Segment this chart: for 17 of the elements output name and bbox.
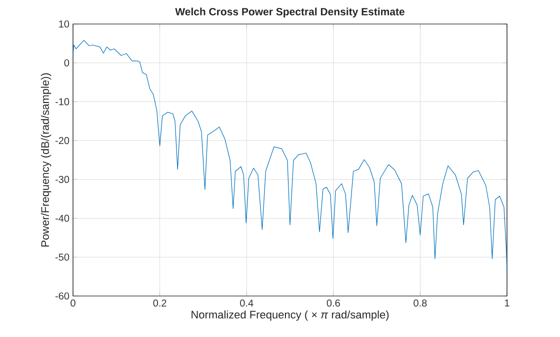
- y-tick-label: -40: [55, 214, 70, 222]
- x-tick-label: 0.6: [326, 300, 340, 307]
- x-tick-label: 0.2: [153, 300, 166, 307]
- y-tick-label: -10: [55, 98, 70, 106]
- x-tick-label: 0.8: [414, 300, 427, 307]
- y-tick-label: -30: [55, 176, 70, 183]
- x-axis-title: Normalized Frequency ( × π rad/sample): [192, 310, 389, 321]
- y-axis-title: Power/Frequency (dB/(rad/sample)): [40, 73, 52, 246]
- y-tick-label: -20: [55, 137, 70, 144]
- y-tick-label: 10: [59, 20, 70, 28]
- y-tick-label: 0: [64, 59, 70, 66]
- y-tick-label: -50: [55, 254, 70, 261]
- x-tick-label: 1: [504, 300, 510, 306]
- chart-title: Welch Cross Power Spectral Density Estimate: [175, 8, 404, 18]
- x-tick-label: 0.4: [240, 300, 254, 307]
- y-tick-label: -60: [55, 292, 70, 300]
- x-tick-label: 0: [70, 300, 76, 307]
